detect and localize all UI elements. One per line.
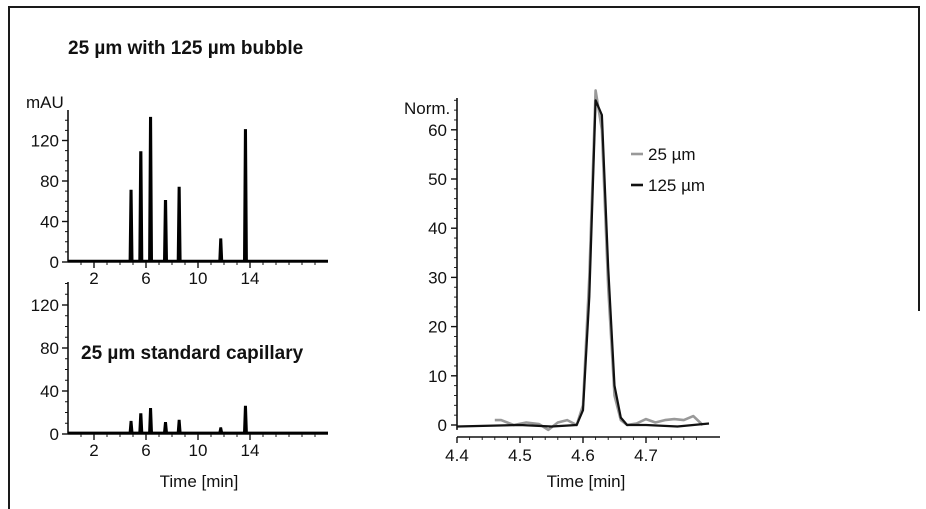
legend-label: 125 µm xyxy=(648,176,705,195)
x-axis-label: Time [min] xyxy=(547,472,626,491)
y-tick-label: 40 xyxy=(40,213,59,232)
y-axis-label: mAU xyxy=(26,93,64,112)
x-tick-label: 4.4 xyxy=(445,446,469,465)
y-tick-label: 0 xyxy=(50,425,59,444)
x-tick-label: 2 xyxy=(89,441,98,460)
y-tick-label: 0 xyxy=(50,253,59,272)
legend: 25 µm 125 µm xyxy=(631,145,705,195)
chart-title: 25 µm with 125 µm bubble xyxy=(68,38,303,59)
chart-normalized-peak: Norm. Time [min] 0 10 20 30 40 50 60 4.4 4.5 4.6 4.7… xyxy=(404,89,720,491)
y-tick-label: 120 xyxy=(31,132,59,151)
legend-label: 25 µm xyxy=(648,145,696,164)
x-tick-label: 6 xyxy=(141,441,150,460)
y-tick-label: 40 xyxy=(40,382,59,401)
y-tick-label: 80 xyxy=(40,172,59,191)
y-tick-label: 60 xyxy=(428,121,447,140)
y-tick-label: 10 xyxy=(428,367,447,386)
y-tick-label: 120 xyxy=(31,296,59,315)
chart-title: 25 µm standard capillary xyxy=(81,343,304,364)
y-tick-label: 20 xyxy=(428,318,447,337)
x-axis-label: Time [min] xyxy=(160,472,239,491)
series-line-25um xyxy=(494,89,704,432)
x-tick-label: 2 xyxy=(89,269,98,288)
x-tick-label: 4.7 xyxy=(634,446,658,465)
x-tick-label: 6 xyxy=(141,269,150,288)
chart-bubble-capillary: 25 µm with 125 µm bubble mAU 0 40 80 120 2 6 10 1… xyxy=(26,38,328,288)
y-tick-label: 0 xyxy=(438,416,447,435)
x-tick-label: 10 xyxy=(189,269,208,288)
chart-standard-capillary: 25 µm standard capillary Time [min] 0 40 80 1… xyxy=(31,282,328,491)
frame-top-border xyxy=(8,6,920,8)
x-tick-label: 4.5 xyxy=(508,446,532,465)
x-tick-label: 14 xyxy=(241,441,260,460)
frame-right-border xyxy=(918,6,920,311)
x-tick-label: 14 xyxy=(241,269,260,288)
y-tick-label: 30 xyxy=(428,268,447,287)
x-tick-label: 4.6 xyxy=(571,446,595,465)
frame-left-border xyxy=(8,6,10,509)
y-tick-label: 50 xyxy=(428,170,447,189)
y-tick-label: 80 xyxy=(40,339,59,358)
chromatogram-trace xyxy=(68,405,328,435)
chromatogram-trace xyxy=(68,116,328,263)
y-axis-label: Norm. xyxy=(404,99,450,118)
y-tick-label: 40 xyxy=(428,219,447,238)
x-tick-label: 10 xyxy=(189,441,208,460)
